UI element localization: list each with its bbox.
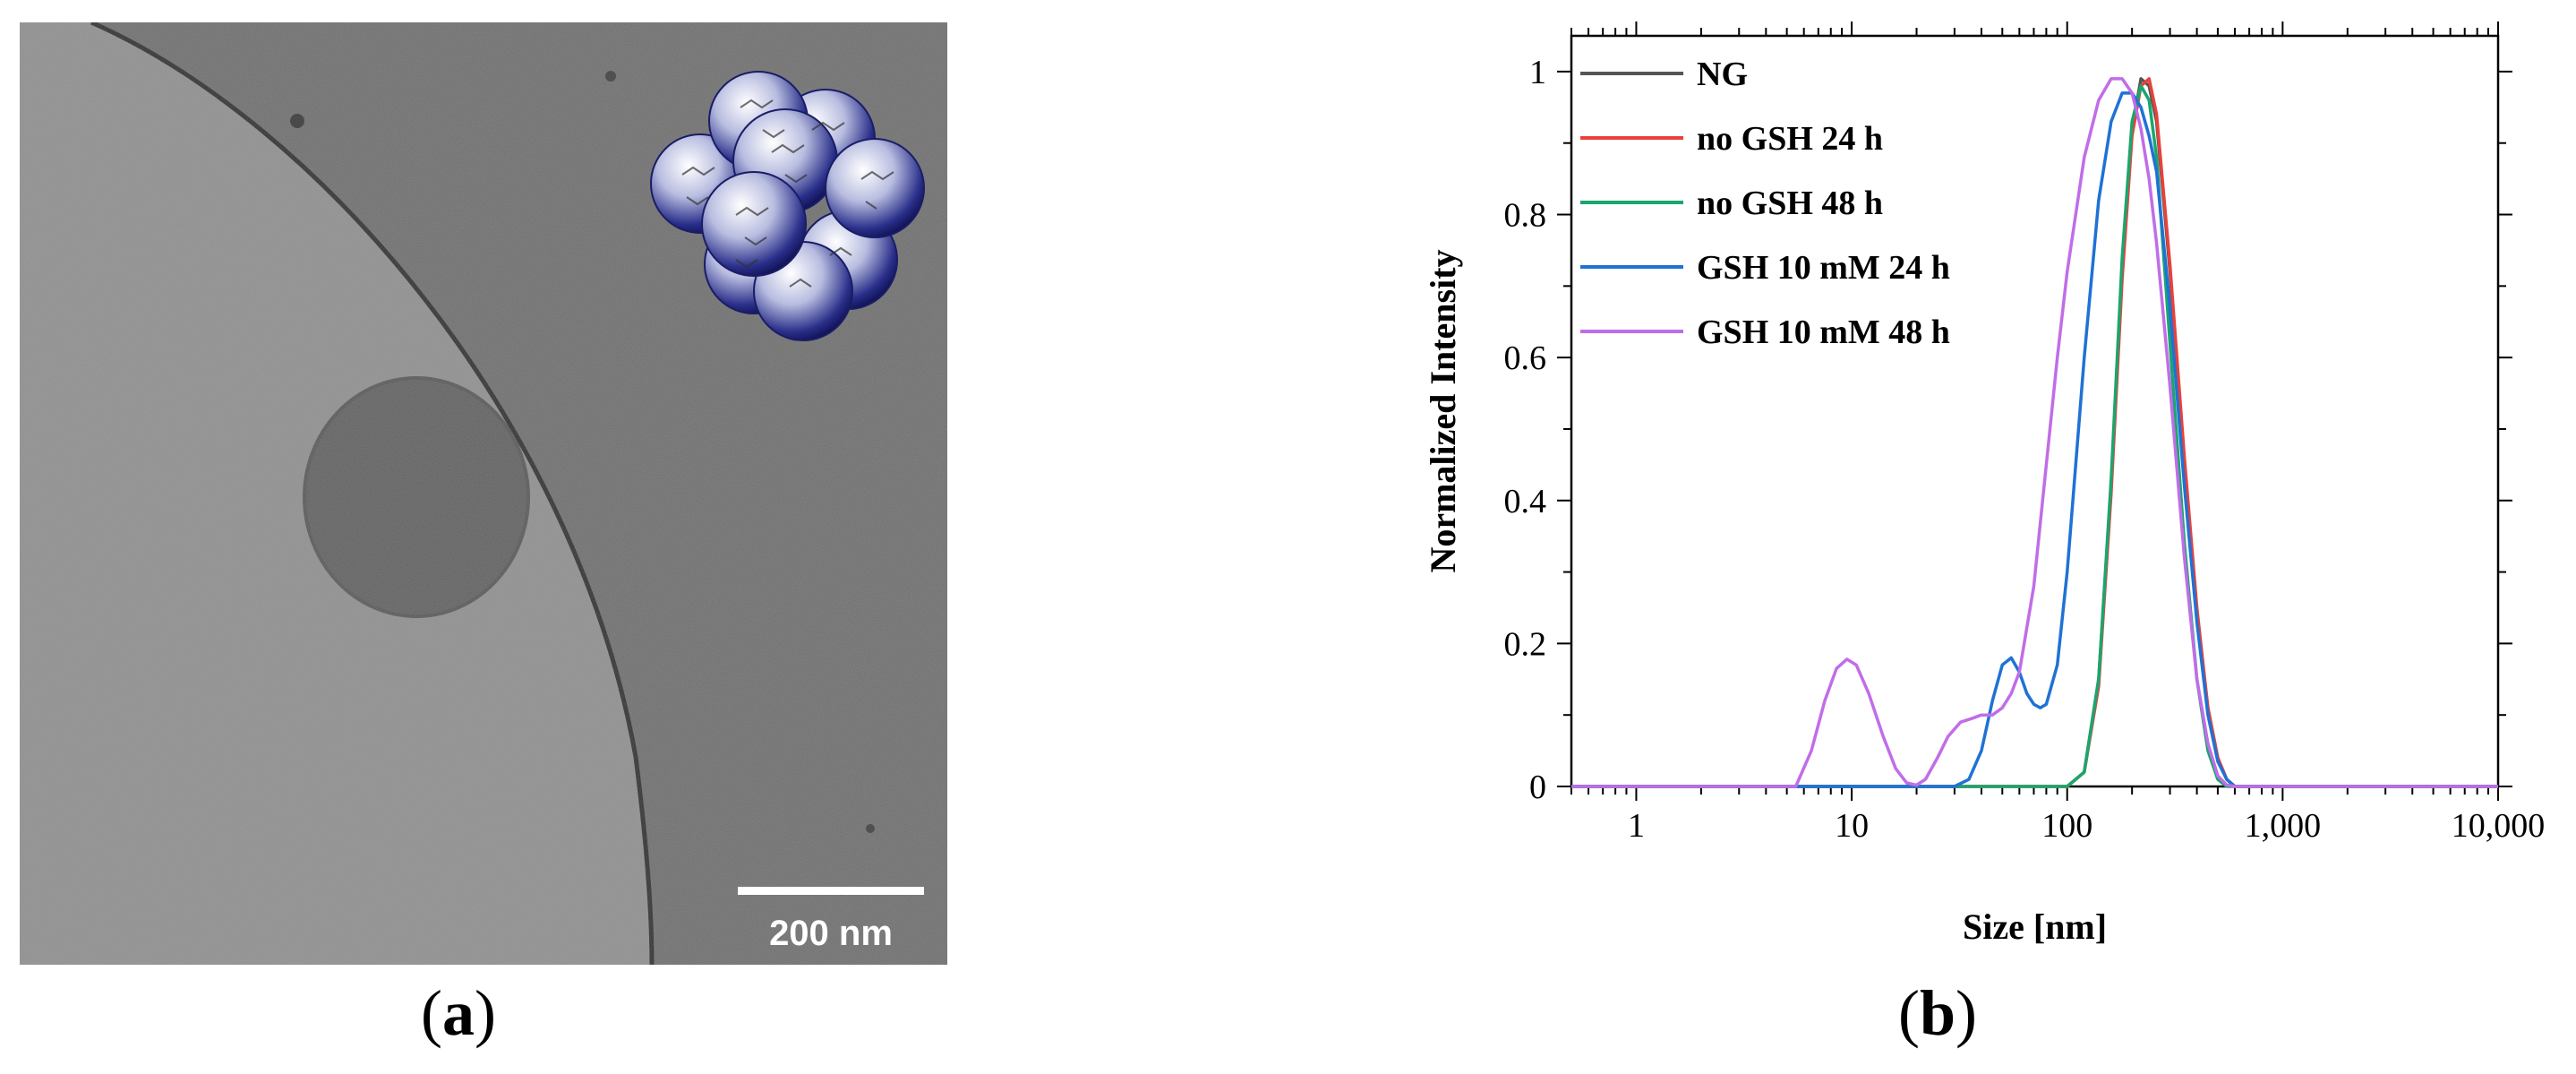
tem-micrograph: 200 nm: [20, 22, 947, 965]
size-distribution-chart: 1 10 100 1,000 10,000 0 0.2 0.4 0.6 0.8 1 NG no GSH…: [1379, 9, 2570, 985]
x-tick-label: 1: [1628, 807, 1645, 845]
legend-label-4: GSH 10 mM 48 h: [1697, 314, 1950, 351]
y-tick-label: 0.4: [1504, 483, 1547, 520]
y-tick-label: 0.6: [1504, 339, 1547, 377]
scale-bar-label: 200 nm: [769, 914, 893, 953]
y-tick-label: 0.8: [1504, 197, 1547, 235]
series-line-4: [1571, 77, 2498, 788]
x-tick-label: 10: [1835, 807, 1869, 845]
y-axis-label: Normalized Intensity: [1423, 249, 1463, 572]
panel-a-label: (a): [421, 976, 496, 1051]
y-tick-label: 1: [1529, 54, 1546, 91]
panel-b-label-letter: b: [1919, 977, 1956, 1049]
panel-b-label-open: (: [1898, 977, 1920, 1049]
panel-b-label: (b): [1898, 976, 1977, 1051]
nanogel-schematic-icon: [650, 71, 925, 341]
chart-svg: 1 10 100 1,000 10,000 0 0.2 0.4 0.6 0.8 1 NG no GSH…: [1423, 21, 2546, 947]
x-tick-label: 100: [2041, 807, 2092, 845]
legend-label-0: NG: [1697, 56, 1748, 93]
y-tick-label: 0.2: [1504, 625, 1547, 663]
series-line-3: [1571, 91, 2498, 788]
panel-a-label-close: ): [474, 977, 496, 1049]
legend-label-1: no GSH 24 h: [1697, 120, 1883, 158]
series-line-2: [1571, 84, 2498, 788]
tem-image: 200 nm: [20, 22, 947, 965]
x-axis-label: Size [nm]: [1963, 906, 2107, 947]
legend-label-2: no GSH 48 h: [1697, 185, 1883, 222]
panel-b-label-close: ): [1956, 977, 1978, 1049]
panel-a-label-open: (: [421, 977, 442, 1049]
x-tick-label: 1,000: [2245, 807, 2322, 845]
y-tick-label: 0: [1529, 769, 1546, 806]
x-tick-label: 10,000: [2452, 807, 2546, 845]
legend-label-3: GSH 10 mM 24 h: [1697, 249, 1950, 287]
panel-a-label-letter: a: [441, 977, 475, 1049]
scale-bar: [738, 887, 924, 895]
